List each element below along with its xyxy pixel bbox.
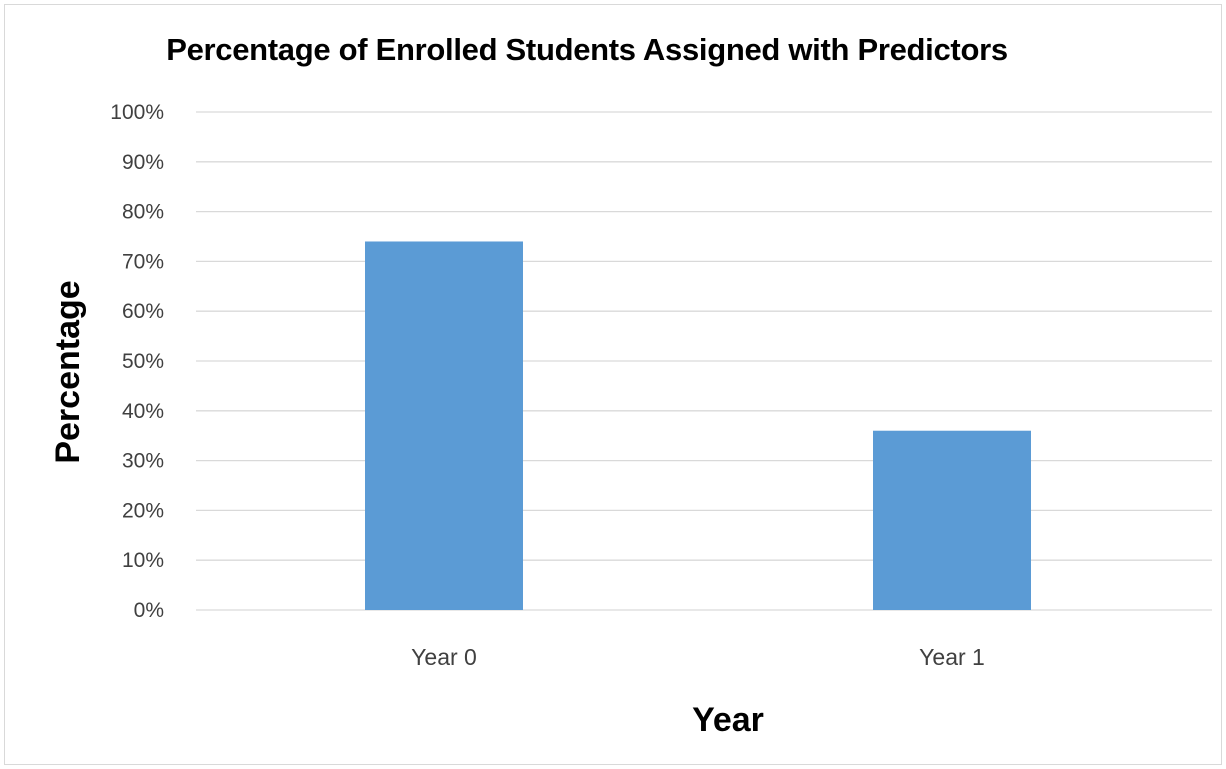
y-tick-label: 100% [110, 101, 164, 124]
chart-frame [4, 4, 1222, 765]
y-tick-label: 80% [122, 201, 164, 224]
chart-title: Percentage of Enrolled Students Assigned… [166, 32, 1008, 67]
x-tick-label: Year 1 [919, 644, 985, 670]
x-axis-ticks: Year 0 Year 1 [411, 644, 985, 670]
y-tick-label: 0% [134, 599, 164, 622]
y-tick-label: 60% [122, 300, 164, 323]
x-tick-label: Year 0 [411, 644, 477, 670]
x-axis-title: Year [692, 701, 764, 739]
y-axis-title: Percentage [49, 280, 87, 463]
y-tick-label: 90% [122, 151, 164, 174]
y-tick-label: 50% [122, 350, 164, 373]
y-axis-ticks: 0% 10% 20% 30% 40% 50% 60% 70% 80% 90% 100% [110, 101, 164, 622]
y-tick-label: 10% [122, 549, 164, 572]
bar-year-0 [365, 241, 523, 611]
bars [365, 241, 1031, 611]
gridlines [196, 111, 1212, 611]
y-tick-label: 20% [122, 499, 164, 522]
y-tick-label: 40% [122, 400, 164, 423]
bar-year-1 [873, 430, 1031, 610]
y-tick-label: 30% [122, 450, 164, 473]
y-tick-label: 70% [122, 250, 164, 273]
